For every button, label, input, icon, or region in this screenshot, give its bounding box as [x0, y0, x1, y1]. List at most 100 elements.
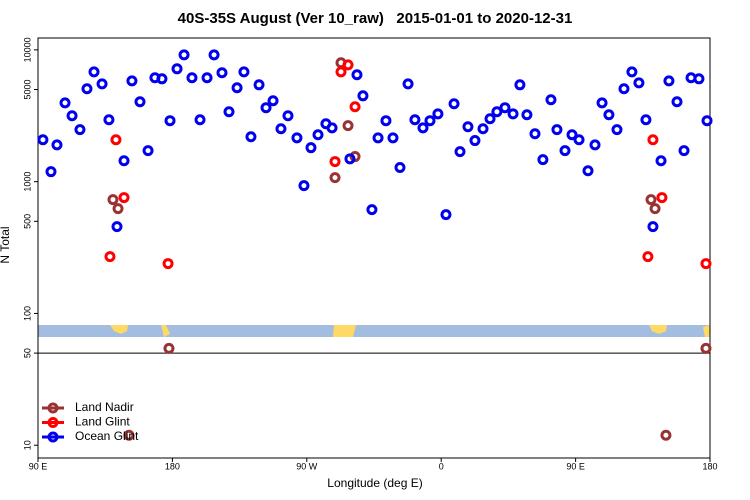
- point: [126, 75, 138, 87]
- point: [372, 132, 384, 144]
- point: [74, 124, 86, 136]
- point: [640, 114, 652, 126]
- point: [118, 192, 130, 204]
- point: [88, 66, 100, 78]
- land-shape: [110, 325, 128, 334]
- point: [671, 96, 683, 108]
- point: [655, 155, 667, 167]
- point: [551, 124, 563, 136]
- point: [514, 79, 526, 91]
- x-tick-label: 90 E: [566, 461, 585, 471]
- point: [618, 83, 630, 95]
- point: [387, 132, 399, 144]
- point: [298, 180, 310, 192]
- point: [123, 429, 135, 441]
- point: [305, 142, 317, 154]
- point: [633, 77, 645, 89]
- x-tick-label: 90 E: [29, 461, 48, 471]
- y-tick-label: 50: [22, 348, 32, 358]
- point: [394, 162, 406, 174]
- point: [545, 94, 557, 106]
- point: [440, 209, 452, 221]
- point: [537, 154, 549, 166]
- point: [462, 121, 474, 133]
- point: [611, 124, 623, 136]
- point: [649, 203, 661, 215]
- point: [335, 66, 347, 78]
- point: [409, 114, 421, 126]
- point: [507, 108, 519, 120]
- point: [282, 110, 294, 122]
- point: [134, 96, 146, 108]
- point: [312, 129, 324, 141]
- point: [660, 429, 672, 441]
- point: [201, 72, 213, 84]
- point: [96, 78, 108, 90]
- point: [51, 139, 63, 151]
- land-shape: [333, 325, 356, 337]
- legend-marker: [47, 431, 59, 443]
- y-tick-label: 5000: [22, 80, 32, 100]
- x-tick-label: 180: [165, 461, 180, 471]
- point: [291, 132, 303, 144]
- point: [380, 115, 392, 127]
- point: [603, 109, 615, 121]
- point: [111, 221, 123, 233]
- point: [178, 49, 190, 61]
- point: [589, 139, 601, 151]
- point: [344, 153, 356, 165]
- point: [329, 156, 341, 168]
- point: [529, 128, 541, 140]
- point: [573, 134, 585, 146]
- plot-frame: [37, 37, 711, 459]
- legend-label: Land Nadir: [75, 400, 134, 414]
- point: [700, 342, 712, 354]
- point: [454, 146, 466, 158]
- point: [329, 172, 341, 184]
- point: [432, 108, 444, 120]
- point: [171, 63, 183, 75]
- legend-label: Land Glint: [75, 415, 130, 429]
- point: [142, 145, 154, 157]
- point: [223, 106, 235, 118]
- point: [656, 192, 668, 204]
- point: [402, 78, 414, 90]
- point: [103, 114, 115, 126]
- point: [477, 123, 489, 135]
- legend-marker: [47, 402, 59, 414]
- land-shape: [161, 325, 170, 337]
- x-tick-label: 180: [702, 461, 717, 471]
- point: [186, 72, 198, 84]
- legend-label: Ocean Glint: [75, 429, 139, 443]
- point: [469, 135, 481, 147]
- point: [484, 113, 496, 125]
- x-tick-label: 0: [439, 461, 444, 471]
- map-strip: [38, 325, 710, 337]
- point: [245, 131, 257, 143]
- point: [647, 134, 659, 146]
- point: [596, 97, 608, 109]
- point: [66, 110, 78, 122]
- legend-marker: [47, 417, 59, 428]
- point: [499, 102, 511, 114]
- y-tick-label: 1000: [22, 172, 32, 192]
- point: [357, 90, 369, 102]
- point: [701, 115, 713, 127]
- point: [260, 102, 272, 114]
- point: [163, 342, 175, 354]
- point: [582, 165, 594, 177]
- point: [448, 98, 460, 110]
- point: [118, 155, 130, 167]
- point: [424, 115, 436, 127]
- point: [110, 134, 122, 146]
- point: [81, 83, 93, 95]
- point: [521, 109, 533, 121]
- point: [164, 115, 176, 127]
- chart-title: 40S-35S August (Ver 10_raw) 2015-01-01 t…: [178, 10, 573, 27]
- point: [342, 59, 354, 71]
- point: [104, 251, 116, 263]
- point: [678, 145, 690, 157]
- point: [216, 67, 228, 79]
